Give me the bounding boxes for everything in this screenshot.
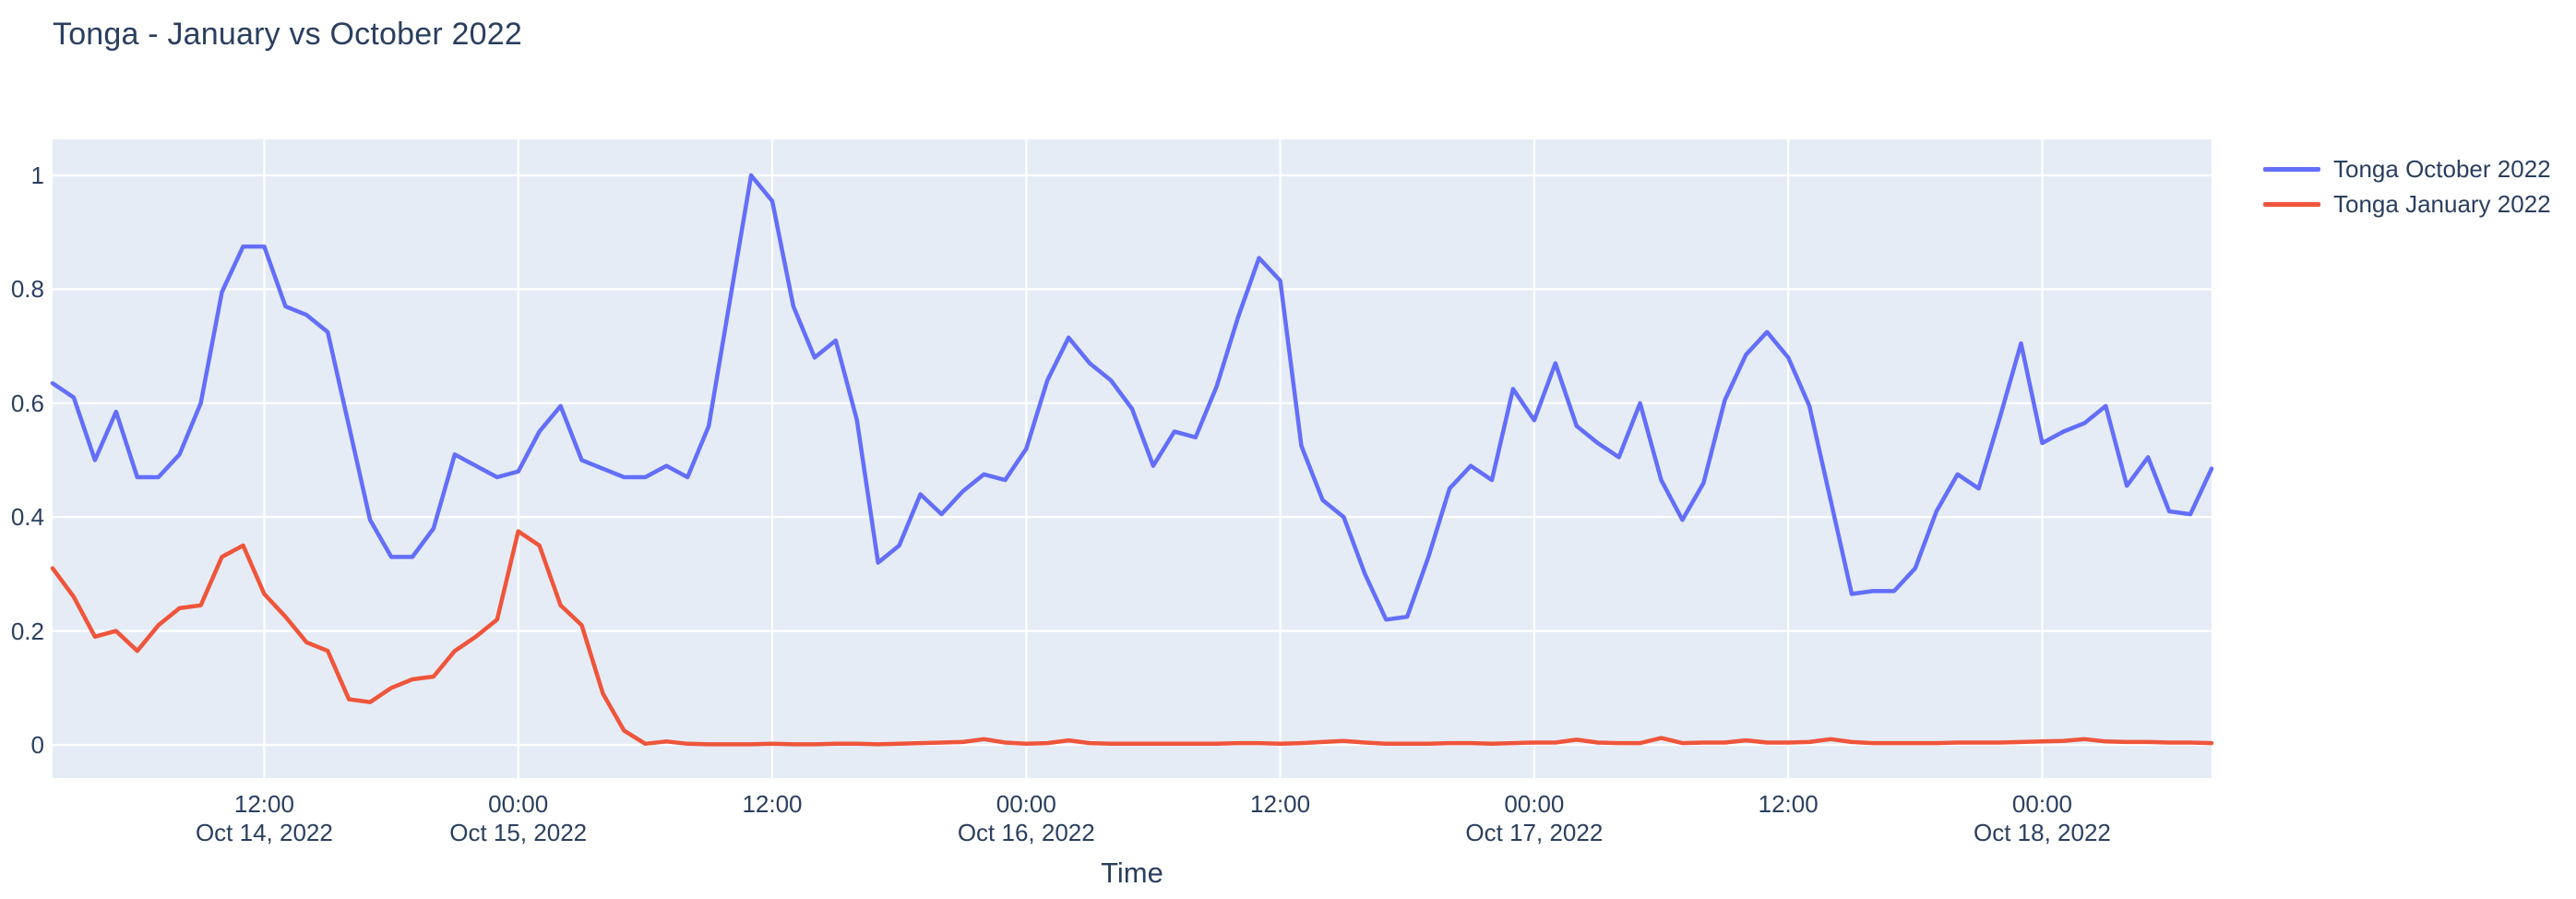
plot-area[interactable] [53, 139, 2212, 778]
x-tick-time: 12:00 [233, 790, 294, 818]
x-tick-time: 00:00 [1504, 790, 1565, 818]
x-tick-date: Oct 18, 2022 [1974, 819, 2111, 846]
x-tick-label: 12:00 [671, 790, 874, 819]
chart-title: Tonga - January vs October 2022 [53, 17, 522, 52]
x-tick-date: Oct 16, 2022 [957, 819, 1095, 846]
y-tick-label: 0.4 [10, 503, 44, 532]
legend-line-swatch-icon [2263, 166, 2320, 172]
series-line-tonga-january-2022 [50, 529, 2214, 747]
y-tick-label: 0 [30, 731, 44, 759]
legend-line-swatch-icon [2263, 201, 2320, 207]
y-tick-label: 0.2 [10, 617, 44, 645]
x-axis-title: Time [1101, 857, 1163, 889]
x-tick-label: 00:00 Oct 18, 2022 [1940, 790, 2143, 847]
x-tick-time: 00:00 [488, 790, 549, 818]
x-tick-date: Oct 17, 2022 [1465, 819, 1604, 846]
y-tick-label: 0.6 [10, 389, 44, 417]
x-tick-time: 00:00 [2011, 790, 2072, 818]
legend: Tonga October 2022 Tonga January 2022 [2263, 151, 2551, 222]
x-tick-label: 00:00 Oct 17, 2022 [1433, 790, 1636, 847]
x-tick-time: 12:00 [1250, 790, 1311, 818]
legend-item-label: Tonga October 2022 [2333, 154, 2551, 183]
series-line-tonga-october-2022 [50, 173, 2214, 622]
x-tick-date: Oct 15, 2022 [449, 819, 588, 846]
x-tick-label: 00:00 Oct 16, 2022 [924, 790, 1127, 847]
x-tick-time: 12:00 [742, 790, 803, 818]
x-tick-label: 12:00 [1687, 790, 1890, 819]
x-tick-date: Oct 14, 2022 [195, 819, 333, 846]
x-tick-time: 12:00 [1758, 790, 1819, 818]
legend-item-tonga-january-2022[interactable]: Tonga January 2022 [2263, 186, 2551, 222]
y-tick-label: 0.8 [10, 275, 44, 304]
x-tick-label: 00:00 Oct 15, 2022 [417, 790, 620, 847]
legend-item-tonga-october-2022[interactable]: Tonga October 2022 [2263, 151, 2551, 186]
x-tick-time: 00:00 [996, 790, 1056, 818]
x-tick-label: 12:00 Oct 14, 2022 [162, 790, 365, 847]
y-tick-label: 1 [30, 162, 44, 189]
legend-item-label: Tonga January 2022 [2333, 189, 2551, 218]
x-tick-label: 12:00 [1179, 790, 1382, 819]
